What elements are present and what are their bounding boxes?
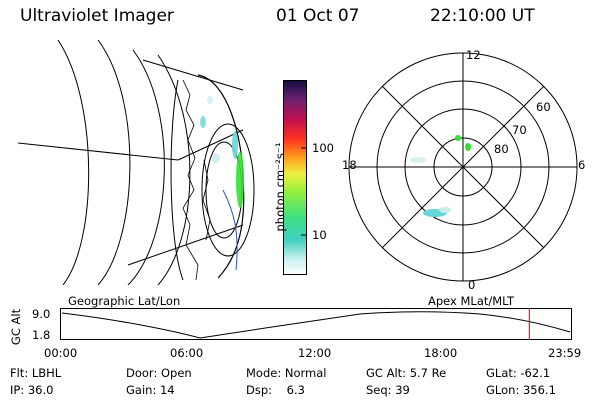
mlat-label-80: 80	[494, 142, 509, 156]
status-door: Door: Open	[126, 366, 192, 380]
gc-alt-axis-label: GC Alt	[9, 308, 23, 346]
apex-title: Apex MLat/MLT	[428, 294, 515, 308]
date-label: 01 Oct 07	[276, 6, 360, 26]
polar-aurora	[410, 135, 471, 217]
mlt-label-0: 0	[468, 278, 476, 292]
terminator-line	[222, 189, 238, 271]
coastline	[182, 79, 211, 281]
mlt-label-12: 12	[466, 48, 481, 62]
status-mode: Mode: Normal	[246, 366, 327, 380]
x-tick-1800: 18:00	[424, 346, 458, 360]
polar-mlt-plot	[348, 52, 578, 282]
mlat-label-70: 70	[512, 123, 527, 137]
x-tick-2359: 23:59	[548, 346, 582, 360]
x-tick-0000: 00:00	[44, 346, 78, 360]
orbit-altitude-plot	[60, 308, 572, 340]
intensity-colorbar	[283, 80, 307, 275]
aurora-emission	[200, 96, 244, 208]
status-ip: IP: 36.0	[10, 383, 54, 397]
y-tick-9: 9.0	[32, 307, 51, 321]
status-gc-alt: GC Alt: 5.7 Re	[366, 366, 447, 380]
colorbar-unit-label: photon cm⁻²s⁻¹	[273, 142, 287, 232]
colorbar-tick-100: 100	[312, 141, 334, 155]
status-seq: Seq: 39	[366, 383, 410, 397]
status-gain: Gain: 14	[126, 383, 175, 397]
geographic-title: Geographic Lat/Lon	[68, 294, 181, 308]
time-label: 22:10:00 UT	[430, 6, 535, 26]
mlt-label-6: 6	[578, 158, 586, 172]
status-flt: Flt: LBHL	[10, 366, 62, 380]
geographic-globe-view	[18, 40, 255, 285]
x-tick-1200: 12:00	[298, 346, 332, 360]
status-glon: GLon: 356.1	[486, 383, 556, 397]
x-tick-0600: 06:00	[170, 346, 204, 360]
y-tick-1.8: 1.8	[32, 328, 51, 342]
instrument-title: Ultraviolet Imager	[20, 6, 174, 26]
mlat-label-60: 60	[536, 100, 551, 114]
status-dsp: Dsp: 6.3	[246, 383, 305, 397]
status-glat: GLat: -62.1	[486, 366, 551, 380]
colorbar-tick-10: 10	[312, 228, 327, 242]
mlt-label-18: 18	[342, 158, 357, 172]
